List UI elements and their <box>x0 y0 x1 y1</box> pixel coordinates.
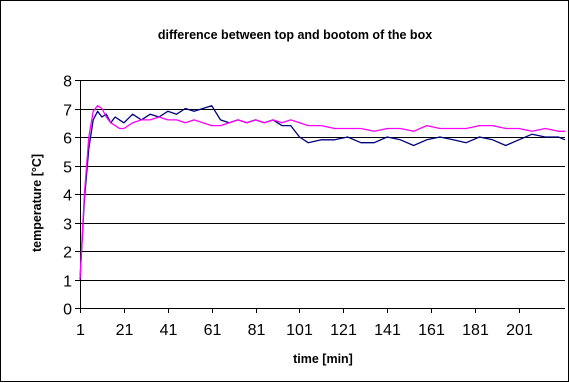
x-tick-label: 61 <box>204 322 222 339</box>
y-tick-label: 4 <box>63 188 72 205</box>
y-tick-label: 1 <box>63 274 72 291</box>
x-tick-label: 101 <box>286 322 313 339</box>
x-tick-label: 41 <box>160 322 178 339</box>
x-tick-label: 121 <box>330 322 357 339</box>
y-tick-label: 7 <box>63 103 72 120</box>
x-tick-label: 201 <box>506 322 533 339</box>
y-tick-label: 5 <box>63 160 72 177</box>
chart-title: difference between top and bootom of the… <box>158 28 432 42</box>
y-tick-label: 2 <box>63 245 72 262</box>
series-line-2 <box>79 105 565 280</box>
y-tick-label: 8 <box>63 74 72 91</box>
x-tick-label: 21 <box>116 322 134 339</box>
series-lines <box>79 105 566 280</box>
y-tick-label: 0 <box>63 302 72 319</box>
gridlines <box>80 80 565 281</box>
x-tick-label: 81 <box>248 322 266 339</box>
x-tick-labels: 1 21 41 61 81 101 121 141 161 181 201 <box>76 322 533 339</box>
y-axis-label: temperature [°C] <box>30 154 44 252</box>
y-tick-label: 6 <box>63 131 72 148</box>
x-tick-label: 161 <box>418 322 445 339</box>
x-tick-label: 181 <box>462 322 489 339</box>
x-tick-label: 1 <box>76 322 85 339</box>
series-line-1 <box>79 105 566 280</box>
x-axis-label: time [min] <box>293 352 353 366</box>
x-tick-label: 141 <box>374 322 401 339</box>
y-tick-labels: 0 1 2 3 4 5 6 7 8 <box>63 74 72 319</box>
y-tick-label: 3 <box>63 217 72 234</box>
